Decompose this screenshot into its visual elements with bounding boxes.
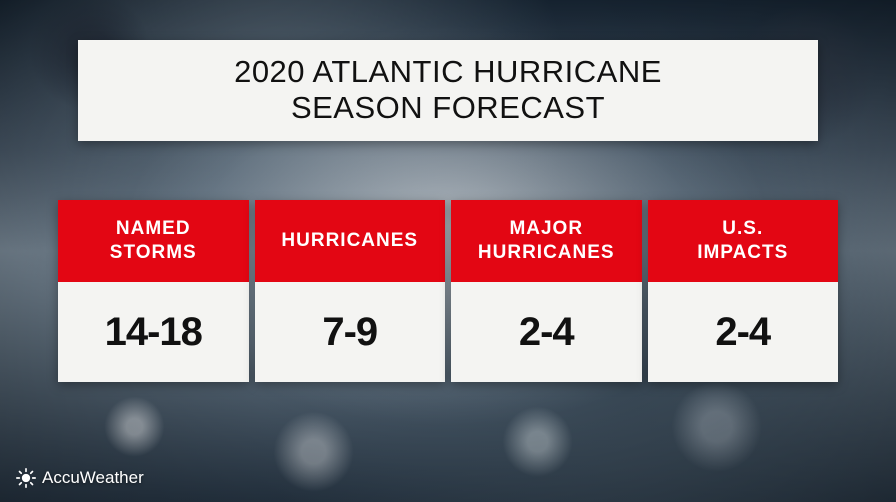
title-line-1: 2020 ATLANTIC HURRICANE — [98, 54, 798, 90]
forecast-grid: NAMEDSTORMS 14-18 HURRICANES 7-9 MAJORHU… — [58, 200, 838, 382]
title-line-2: SEASON FORECAST — [98, 90, 798, 126]
forecast-col-us-impacts: U.S.IMPACTS 2-4 — [648, 200, 839, 382]
col-header: NAMEDSTORMS — [58, 200, 249, 282]
col-header: U.S.IMPACTS — [648, 200, 839, 282]
col-value: 2-4 — [648, 282, 839, 382]
col-value: 7-9 — [255, 282, 446, 382]
col-value: 14-18 — [58, 282, 249, 382]
brand-name: AccuWeather — [42, 468, 144, 488]
forecast-col-named-storms: NAMEDSTORMS 14-18 — [58, 200, 249, 382]
sun-icon — [16, 468, 36, 488]
brand-badge: AccuWeather — [16, 468, 144, 488]
title-banner: 2020 ATLANTIC HURRICANE SEASON FORECAST — [78, 40, 818, 141]
forecast-col-hurricanes: HURRICANES 7-9 — [255, 200, 446, 382]
col-header: MAJORHURRICANES — [451, 200, 642, 282]
col-value: 2-4 — [451, 282, 642, 382]
forecast-col-major-hurricanes: MAJORHURRICANES 2-4 — [451, 200, 642, 382]
col-header: HURRICANES — [255, 200, 446, 282]
